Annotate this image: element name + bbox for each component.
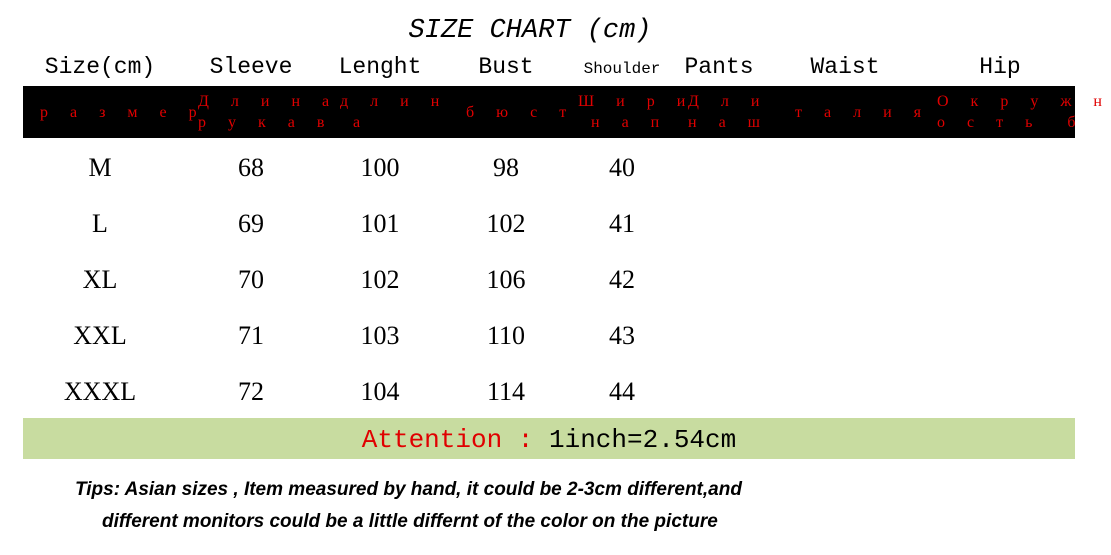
table-cell: L — [92, 209, 108, 238]
column-header-ru: Ш и р и н а п — [578, 93, 695, 131]
column-header: Size(cm) — [44, 54, 156, 80]
table-cell: 71 — [238, 321, 264, 350]
column-header: Waist — [810, 54, 880, 80]
column-header-ru: р а з м е р — [40, 104, 206, 121]
table-cell: 43 — [609, 321, 635, 350]
table-cell: 114 — [486, 377, 526, 406]
table-cell: 98 — [493, 153, 519, 182]
column-header: Bust — [478, 54, 534, 80]
column-header-ru: д л и н а — [340, 93, 449, 131]
column-header: Hip — [979, 54, 1021, 80]
column-header: Lenght — [338, 54, 422, 80]
table-cell: 72 — [238, 377, 264, 406]
column-header: Shoulder — [583, 60, 661, 78]
attention-label: Attention : — [361, 425, 549, 455]
table-cell: 40 — [609, 153, 635, 182]
column-header-ru: б ю с т — [466, 104, 576, 121]
table-cell: M — [88, 153, 112, 182]
column-header-ru: Д л и н а р у к а в — [198, 93, 339, 131]
column-header: Pants — [684, 54, 754, 80]
table-cell: 102 — [486, 209, 526, 238]
column-header-ru: Д л и н а ш — [688, 93, 769, 131]
column-header-ru: т а л и я — [795, 104, 930, 121]
table-cell: 100 — [360, 153, 400, 182]
tips-line-2: different monitors could be a little dif… — [102, 511, 718, 532]
table-cell: XXL — [73, 321, 127, 350]
table-cell: 106 — [486, 265, 526, 294]
table-cell: 68 — [238, 153, 264, 182]
table-cell: 102 — [360, 265, 400, 294]
table-cell: 104 — [360, 377, 400, 406]
table-cell: 42 — [609, 265, 635, 294]
table-cell: XXXL — [63, 377, 137, 406]
russian-header-band — [23, 86, 1075, 138]
table-cell: 103 — [360, 321, 400, 350]
chart-title: SIZE CHART (cm) — [408, 16, 652, 46]
attention-value: 1inch=2.54cm — [549, 425, 737, 455]
tips-line-1: Tips: Asian sizes , Item measured by han… — [75, 479, 742, 500]
table-cell: 41 — [609, 209, 635, 238]
column-header-ru: О к р у ж н о с т ь б — [937, 93, 1111, 131]
table-cell: 70 — [238, 265, 264, 294]
table-cell: 44 — [609, 377, 635, 406]
table-cell: 101 — [360, 209, 400, 238]
table-cell: XL — [82, 265, 118, 294]
table-cell: 110 — [486, 321, 526, 350]
attention-bar: Attention : 1inch=2.54cm — [23, 418, 1075, 459]
column-header: Sleeve — [209, 54, 293, 80]
table-cell: 69 — [238, 209, 264, 238]
